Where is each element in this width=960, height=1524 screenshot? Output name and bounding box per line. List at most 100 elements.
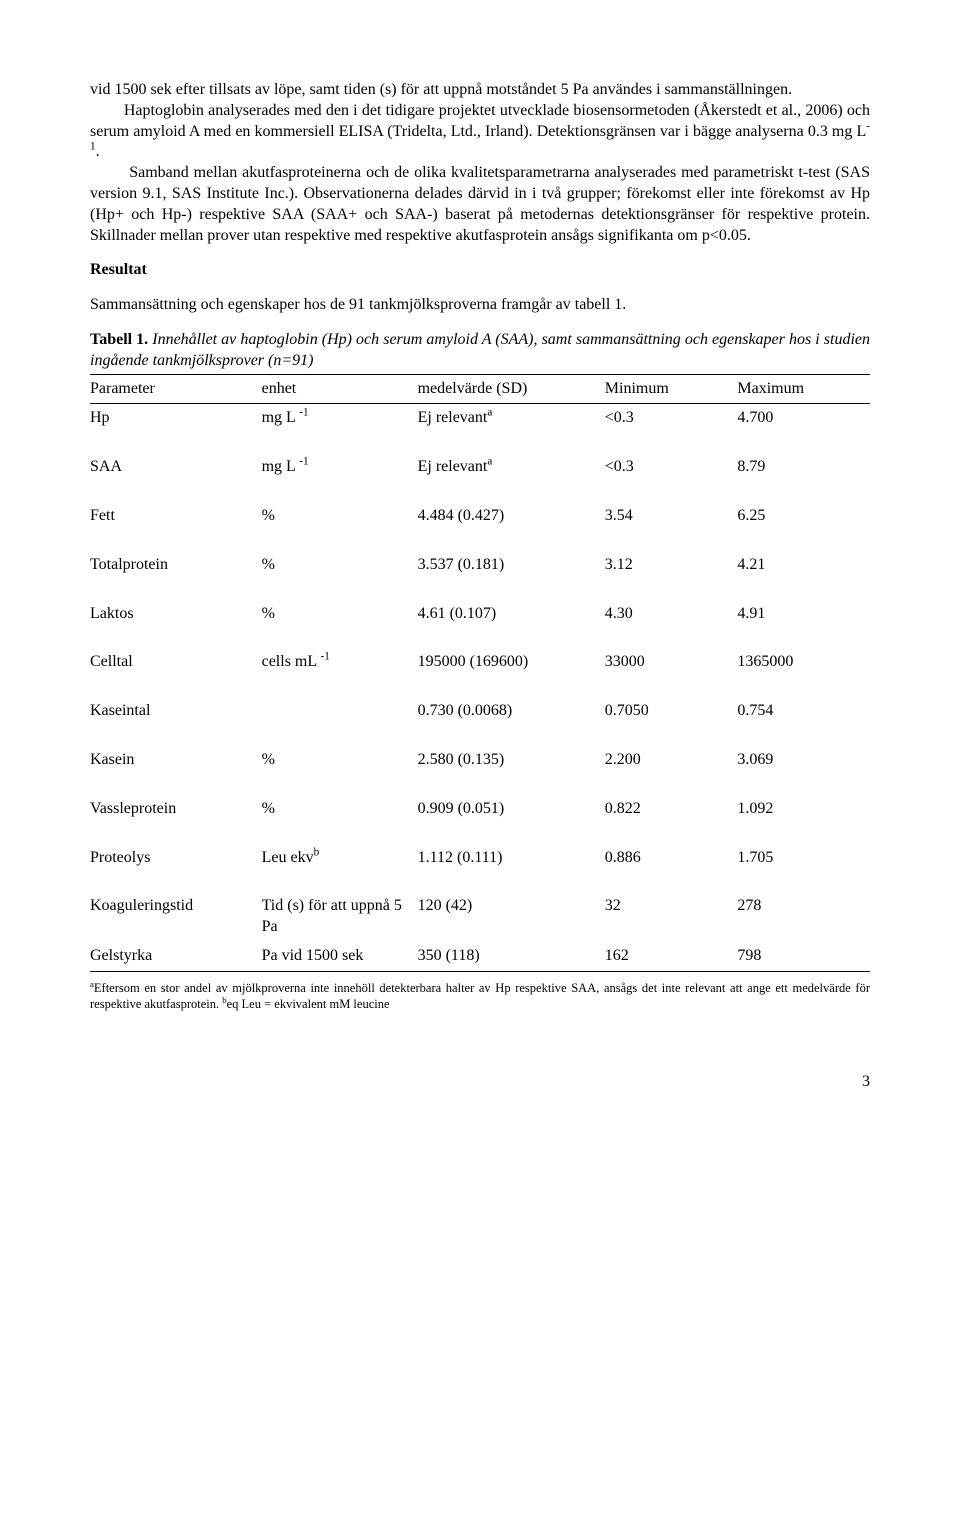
cell-mean: 120 (42) <box>418 892 605 942</box>
cell-unit: % <box>262 746 418 775</box>
table-row: ProteolysLeu ekvb1.112 (0.111)0.8861.705 <box>90 844 870 873</box>
cell-unit: % <box>262 502 418 531</box>
cell-parameter: Hp <box>90 404 262 433</box>
cell-max: 8.79 <box>737 453 870 482</box>
table-row: Fett%4.484 (0.427)3.546.25 <box>90 502 870 531</box>
cell-unit: % <box>262 551 418 580</box>
results-intro-sentence: Sammansättning och egenskaper hos de 91 … <box>90 295 870 316</box>
cell-max: 4.21 <box>737 551 870 580</box>
th-max: Maximum <box>737 374 870 404</box>
body-paragraph-1: vid 1500 sek efter tillsats av löpe, sam… <box>90 80 870 246</box>
table-spacer-row <box>90 677 870 697</box>
table-row: Laktos%4.61 (0.107)4.304.91 <box>90 600 870 629</box>
th-mean: medelvärde (SD) <box>418 374 605 404</box>
cell-mean: 4.484 (0.427) <box>418 502 605 531</box>
cell-unit: % <box>262 795 418 824</box>
table-row: Hpmg L -1Ej relevanta<0.34.700 <box>90 404 870 433</box>
table-footnote: aEftersom en stor andel av mjölkproverna… <box>90 980 870 1013</box>
table-caption-text: Innehållet av haptoglobin (Hp) och serum… <box>90 331 870 369</box>
cell-parameter: Celltal <box>90 648 262 677</box>
table-spacer-row <box>90 872 870 892</box>
footnote-b-text: eq Leu = ekvivalent mM leucine <box>227 997 390 1011</box>
cell-max: 1365000 <box>737 648 870 677</box>
cell-min: 0.886 <box>605 844 738 873</box>
cell-parameter: SAA <box>90 453 262 482</box>
cell-min: 162 <box>605 942 738 971</box>
table-caption-label: Tabell 1. <box>90 331 148 348</box>
cell-min: 2.200 <box>605 746 738 775</box>
table-row: Totalprotein%3.537 (0.181)3.124.21 <box>90 551 870 580</box>
section-heading-resultat: Resultat <box>90 260 870 281</box>
table-row: SAAmg L -1Ej relevanta<0.38.79 <box>90 453 870 482</box>
cell-max: 798 <box>737 942 870 971</box>
cell-parameter: Kasein <box>90 746 262 775</box>
table-row: KoaguleringstidTid (s) för att uppnå 5 P… <box>90 892 870 942</box>
cell-mean: 0.730 (0.0068) <box>418 697 605 726</box>
table-spacer-row <box>90 726 870 746</box>
cell-mean: 0.909 (0.051) <box>418 795 605 824</box>
cell-max: 4.700 <box>737 404 870 433</box>
cell-mean: 350 (118) <box>418 942 605 971</box>
table-row: Kasein%2.580 (0.135)2.2003.069 <box>90 746 870 775</box>
cell-unit: % <box>262 600 418 629</box>
cell-min: 4.30 <box>605 600 738 629</box>
cell-parameter: Proteolys <box>90 844 262 873</box>
cell-min: 0.822 <box>605 795 738 824</box>
cell-mean: 1.112 (0.111) <box>418 844 605 873</box>
results-table: Parameter enhet medelvärde (SD) Minimum … <box>90 374 870 972</box>
cell-max: 1.705 <box>737 844 870 873</box>
th-min: Minimum <box>605 374 738 404</box>
p1b-after: . <box>96 143 100 160</box>
footnote-a-text: Eftersom en stor andel av mjölkproverna … <box>90 981 870 1011</box>
table-caption: Tabell 1. Innehållet av haptoglobin (Hp)… <box>90 330 870 372</box>
table-row: Celltalcells mL -1195000 (169600)3300013… <box>90 648 870 677</box>
cell-parameter: Fett <box>90 502 262 531</box>
cell-mean: Ej relevanta <box>418 453 605 482</box>
cell-min: <0.3 <box>605 404 738 433</box>
cell-parameter: Laktos <box>90 600 262 629</box>
cell-max: 1.092 <box>737 795 870 824</box>
page-number: 3 <box>90 1072 870 1093</box>
table-spacer-row <box>90 531 870 551</box>
cell-mean: 195000 (169600) <box>418 648 605 677</box>
table-row: Kaseintal0.730 (0.0068)0.70500.754 <box>90 697 870 726</box>
cell-min: <0.3 <box>605 453 738 482</box>
cell-max: 6.25 <box>737 502 870 531</box>
cell-parameter: Totalprotein <box>90 551 262 580</box>
table-header-row: Parameter enhet medelvärde (SD) Minimum … <box>90 374 870 404</box>
cell-unit: Pa vid 1500 sek <box>262 942 418 971</box>
table-row: Vassleprotein%0.909 (0.051)0.8221.092 <box>90 795 870 824</box>
cell-mean: 3.537 (0.181) <box>418 551 605 580</box>
cell-parameter: Vassleprotein <box>90 795 262 824</box>
p1b-text: Haptoglobin analyserades med den i det t… <box>90 102 870 140</box>
table-spacer-row <box>90 628 870 648</box>
table-spacer-row <box>90 775 870 795</box>
cell-mean: Ej relevanta <box>418 404 605 433</box>
cell-max: 278 <box>737 892 870 942</box>
cell-unit: mg L -1 <box>262 453 418 482</box>
p1a-text: vid 1500 sek efter tillsats av löpe, sam… <box>90 81 792 98</box>
cell-min: 3.12 <box>605 551 738 580</box>
cell-min: 0.7050 <box>605 697 738 726</box>
table-row: GelstyrkaPa vid 1500 sek350 (118)162798 <box>90 942 870 971</box>
cell-parameter: Koaguleringstid <box>90 892 262 942</box>
table-spacer-row <box>90 824 870 844</box>
cell-min: 32 <box>605 892 738 942</box>
cell-max: 4.91 <box>737 600 870 629</box>
p1c-text: Samband mellan akutfasproteinerna och de… <box>90 164 870 243</box>
cell-mean: 4.61 (0.107) <box>418 600 605 629</box>
th-unit: enhet <box>262 374 418 404</box>
table-spacer-row <box>90 482 870 502</box>
th-parameter: Parameter <box>90 374 262 404</box>
cell-mean: 2.580 (0.135) <box>418 746 605 775</box>
table-spacer-row <box>90 433 870 453</box>
cell-min: 3.54 <box>605 502 738 531</box>
cell-unit <box>262 697 418 726</box>
cell-unit: cells mL -1 <box>262 648 418 677</box>
cell-max: 3.069 <box>737 746 870 775</box>
cell-unit: Leu ekvb <box>262 844 418 873</box>
cell-parameter: Kaseintal <box>90 697 262 726</box>
cell-parameter: Gelstyrka <box>90 942 262 971</box>
cell-unit: Tid (s) för att uppnå 5 Pa <box>262 892 418 942</box>
table-spacer-row <box>90 580 870 600</box>
